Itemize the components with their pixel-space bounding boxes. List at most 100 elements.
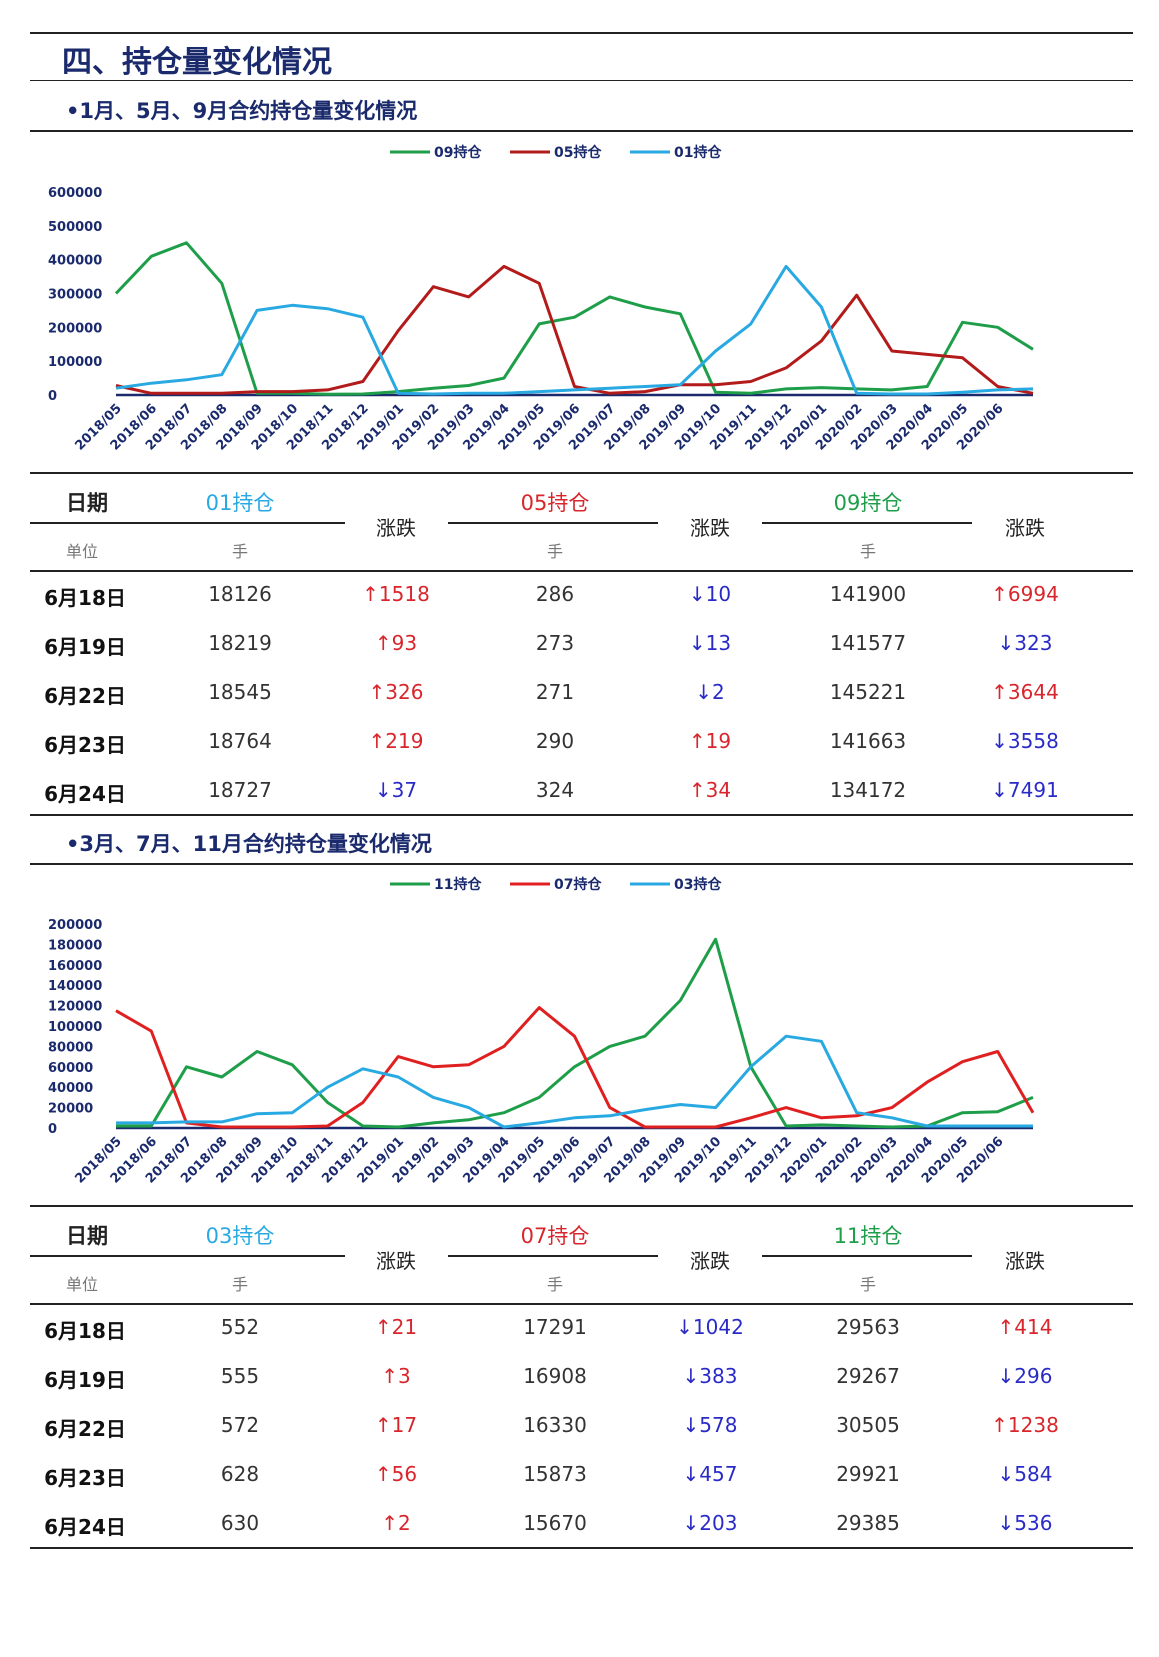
row-change-2: ↓383 [640, 1364, 780, 1388]
arrow-down-icon: ↓ [695, 680, 713, 704]
row-value-2: 16330 [523, 1413, 587, 1437]
series-line [115, 264, 1034, 395]
table2-unit-1: 手 [231, 1275, 248, 1294]
change-value: 3558 [1007, 729, 1059, 753]
arrow-down-icon: ↓ [688, 582, 706, 606]
table1-change-header-2: 涨跌 [690, 516, 730, 540]
table2-unit-2: 手 [546, 1275, 563, 1294]
section1-rule [30, 130, 1133, 132]
table2-series2-header: 07持仓 [520, 1224, 590, 1248]
change-value: 457 [699, 1462, 738, 1486]
change-value: 383 [699, 1364, 738, 1388]
row-change-2: ↓457 [640, 1462, 780, 1486]
table2-underline-3 [762, 1255, 972, 1257]
table2-bottom-rule [30, 1547, 1133, 1549]
table1-header-rule [30, 570, 1133, 572]
row-value-2: 290 [535, 729, 575, 753]
arrow-up-icon: ↑ [368, 729, 386, 753]
table2-change-header-3: 涨跌 [1005, 1249, 1045, 1273]
arrow-up-icon: ↑ [362, 582, 379, 606]
row-value-3: 134172 [829, 778, 907, 802]
change-value: 296 [1014, 1364, 1053, 1388]
row-value-1: 18545 [208, 680, 272, 704]
section2-rule [30, 863, 1133, 865]
row-value-1: 552 [220, 1315, 260, 1339]
row-value-1: 18764 [208, 729, 272, 753]
change-value: 219 [385, 729, 424, 753]
row-value-2: 16908 [523, 1364, 587, 1388]
legend-label: 01持仓 [674, 144, 722, 161]
series-line [115, 264, 1034, 396]
change-value: 17 [391, 1413, 418, 1437]
row-date: 6月18日 [44, 586, 126, 610]
legend-label: 09持仓 [434, 144, 482, 161]
arrow-down-icon: ↓ [991, 729, 1008, 753]
row-value-1: 18126 [208, 582, 272, 606]
arrow-up-icon: ↑ [368, 680, 386, 704]
row-value-1: 630 [220, 1511, 260, 1535]
row-change-1: ↑326 [326, 680, 466, 704]
table2-unit-3: 手 [859, 1275, 876, 1294]
table-row: 6月23日 18764 ↑219 290 ↑19 141663 ↓3558 [30, 729, 1133, 778]
change-value: 21 [391, 1315, 418, 1339]
series-line [116, 1034, 1033, 1129]
row-value-2: 15873 [523, 1462, 587, 1486]
table1-change-header-3: 涨跌 [1005, 516, 1045, 540]
table1-underline-2 [448, 522, 658, 524]
table1-unit-3: 手 [859, 542, 876, 561]
row-value-3: 145221 [829, 680, 907, 704]
change-value: 34 [705, 778, 732, 802]
row-value-3: 29563 [836, 1315, 900, 1339]
change-value: 536 [1014, 1511, 1053, 1535]
y-tick-label: 100000 [48, 355, 102, 370]
y-tick-label: 200000 [48, 321, 102, 336]
row-value-2: 324 [535, 778, 575, 802]
change-value: 3644 [1007, 680, 1059, 704]
y-tick-label: 160000 [48, 959, 102, 974]
row-change-1: ↑17 [326, 1413, 466, 1437]
change-value: 2 [398, 1511, 411, 1535]
row-change-2: ↓203 [640, 1511, 780, 1535]
change-value: 1042 [692, 1315, 744, 1339]
row-change-2: ↑19 [640, 729, 780, 753]
row-change-3: ↑414 [955, 1315, 1095, 1339]
row-value-2: 273 [535, 631, 575, 655]
row-change-3: ↑3644 [955, 680, 1095, 704]
row-value-1: 18727 [208, 778, 272, 802]
section1-title: •1月、5月、9月合约持仓量变化情况 [66, 99, 418, 123]
row-change-3: ↑1238 [955, 1413, 1095, 1437]
change-value: 19 [705, 729, 732, 753]
change-value: 414 [1014, 1315, 1053, 1339]
y-tick-label: 400000 [48, 254, 102, 269]
arrow-up-icon: ↑ [374, 1315, 392, 1339]
table2-underline-2 [448, 1255, 658, 1257]
arrow-down-icon: ↓ [997, 1462, 1015, 1486]
table-row: 6月23日 628 ↑56 15873 ↓457 29921 ↓584 [30, 1462, 1133, 1511]
top-rule [30, 32, 1133, 34]
arrow-up-icon: ↑ [991, 1413, 1008, 1437]
row-value-3: 29385 [836, 1511, 900, 1535]
y-tick-label: 100000 [48, 1020, 102, 1035]
row-change-3: ↓584 [955, 1462, 1095, 1486]
row-date: 6月22日 [44, 684, 126, 708]
change-value: 584 [1014, 1462, 1053, 1486]
row-date: 6月18日 [44, 1319, 126, 1343]
row-change-2: ↓13 [640, 631, 780, 655]
arrow-down-icon: ↓ [682, 1511, 700, 1535]
y-tick-label: 40000 [48, 1081, 93, 1096]
arrow-down-icon: ↓ [997, 631, 1015, 655]
row-change-1: ↓37 [326, 778, 466, 802]
y-tick-label: 120000 [48, 1000, 102, 1015]
table2-underline-1 [30, 1255, 345, 1257]
title-rule [30, 80, 1133, 81]
row-value-2: 271 [535, 680, 575, 704]
section2-title: •3月、7月、11月合约持仓量变化情况 [66, 832, 432, 856]
change-value: 203 [699, 1511, 738, 1535]
row-change-3: ↓323 [955, 631, 1095, 655]
row-change-2: ↓578 [640, 1413, 780, 1437]
change-value: 323 [1014, 631, 1053, 655]
row-date: 6月24日 [44, 1515, 126, 1539]
table1-unit-2: 手 [546, 542, 563, 561]
row-value-1: 18219 [208, 631, 272, 655]
row-change-2: ↓1042 [640, 1315, 780, 1339]
